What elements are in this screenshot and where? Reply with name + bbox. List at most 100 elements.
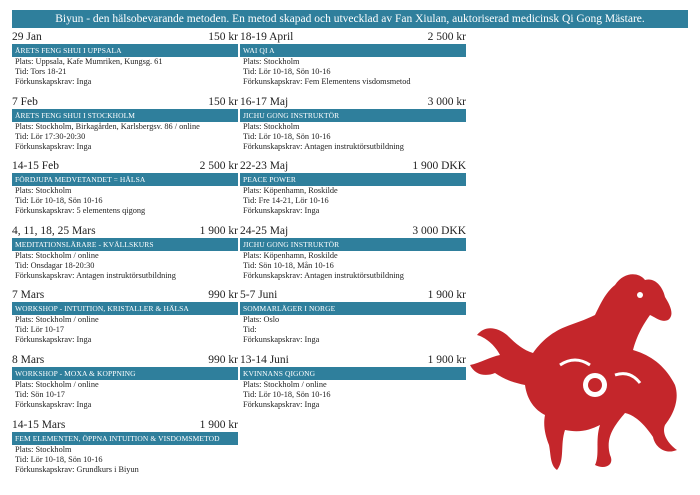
course-detail: Plats: Stockholm / online [15,315,99,325]
date-row: 4, 11, 18, 25 Mars 1 900 kr [12,224,238,238]
course-detail: Förkunskapskrav: 5 elementens qigong [15,206,146,216]
course-price: 2 500 kr [427,31,466,43]
course-title: ÅRETS FENG SHUI I STOCKHOLM [12,108,238,122]
course-card: 14-15 Feb 2 500 kr FÖRDJUPA MEDVETANDET = … [12,159,238,221]
course-detail: Plats: Stockholm / online [15,379,99,389]
course-detail: Förkunskapskrav: Grundkurs i Biyun [15,464,139,474]
course-detail: Förkunskapskrav: Inga [243,206,320,216]
course-card: 22-23 Maj 1 900 DKK PEACE POWER Plats: Köpe… [240,159,466,221]
course-price: 150 kr [208,31,238,43]
course-detail: Plats: Köpenhamn, Roskilde [243,186,338,196]
course-detail: Plats: Köpenhamn, Roskilde [243,250,338,260]
course-detail: Tid: Lör 10-18, Sön 10-16 [243,67,331,76]
course-detail: Plats: Stockholm [15,444,72,454]
course-detail: Plats: Uppsala, Kafe Mumriken, Kungsg. 6… [15,57,163,66]
course-title: JICHU GONG INSTRUKTÖR [240,237,466,251]
course-detail: Förkunskapskrav: Fem Elementens visdomsm… [243,77,411,86]
course-date: 7 Mars [12,289,45,302]
course-title: WAI QI A [240,44,466,57]
course-date: 13-14 Juni [240,353,289,366]
column: 18-19 April 2 500 kr WAI QI A Plats: Stockh… [240,30,466,418]
course-detail: Plats: Stockholm [243,121,300,131]
course-date: 24-25 Maj [240,224,289,237]
course-detail: Förkunskapskrav: Antagen instruktörsutbi… [243,270,404,280]
course-price: 1 900 kr [427,353,466,366]
course-detail: Plats: Stockholm [15,186,72,196]
course-date: 18-19 April [240,31,294,43]
course-price: 150 kr [208,95,238,108]
course-price: 3 000 DKK [412,224,466,237]
course-title: FEM ELEMENTEN, ÖPPNA INTUITION & VISDOMS… [12,431,238,445]
course-detail: Förkunskapskrav: Antagen instruktörsutbi… [15,270,176,280]
course-card: 16-17 Maj 3 000 kr JICHU GONG INSTRUKTÖR Pl… [240,95,466,157]
course-price: 1 900 kr [199,224,238,237]
banner-title: Biyun - den hälsobevarande metoden. En m… [12,10,688,28]
course-detail: Förkunskapskrav: Inga [243,335,320,345]
course-detail: Tid: Lör 17:30-20:30 [15,131,86,141]
date-row: 18-19 April 2 500 kr [240,30,466,44]
course-date: 5-7 Juni [240,289,278,302]
course-date: 7 Feb [12,95,38,108]
course-card: 7 Mars 990 kr WORKSHOP - INTUITION, KRISTA… [12,288,238,350]
course-detail: Tid: Lör 10-18, Sön 10-16 [243,389,331,399]
course-detail: Tid: Lör 10-17 [15,325,65,335]
course-detail: Förkunskapskrav: Inga [15,399,92,409]
course-title: ÅRETS FENG SHUI I UPPSALA [12,44,238,57]
course-detail: Förkunskapskrav: Inga [15,141,92,151]
course-card: 29 Jan 150 kr ÅRETS FENG SHUI I UPPSALA Pla… [12,30,238,92]
course-title: WORKSHOP - MOXA & KOPPNING [12,366,238,380]
date-row: 14-15 Feb 2 500 kr [12,159,238,173]
course-detail: Tid: Lör 10-18, Sön 10-16 [15,454,103,464]
course-title: MEDITATIONSLÄRARE - KVÄLLSKURS [12,237,238,251]
course-detail: Tid: Onsdagar 18-20:30 [15,260,95,270]
course-title: PEACE POWER [240,173,466,187]
course-card: 7 Feb 150 kr ÅRETS FENG SHUI I STOCKHOLM Pl… [12,95,238,157]
course-price: 990 kr [208,289,238,302]
course-card: 18-19 April 2 500 kr WAI QI A Plats: Stockh… [240,30,466,92]
course-detail: Tid: Tors 18-21 [15,67,67,76]
course-detail: Förkunskapskrav: Antagen instruktörsutbi… [243,141,404,151]
date-row: 13-14 Juni 1 900 kr [240,353,466,367]
date-row: 7 Mars 990 kr [12,288,238,302]
course-price: 2 500 kr [199,160,238,173]
course-price: 1 900 kr [427,289,466,302]
course-detail: Plats: Stockholm [243,57,300,66]
course-price: 990 kr [208,353,238,366]
course-date: 14-15 Mars [12,418,66,431]
course-detail: Tid: Lör 10-18, Sön 10-16 [15,196,103,206]
course-detail: Förkunskapskrav: Inga [243,399,320,409]
course-detail: Tid: Fre 14-21, Lör 10-16 [243,196,329,206]
course-price: 1 900 kr [199,418,238,431]
date-row: 24-25 Maj 3 000 DKK [240,224,466,238]
date-row: 5-7 Juni 1 900 kr [240,288,466,302]
course-detail: Tid: Lör 10-18, Sön 10-16 [243,131,331,141]
course-card: 24-25 Maj 3 000 DKK JICHU GONG INSTRUKTÖR P… [240,224,466,286]
course-detail: Tid: [243,325,257,335]
course-price: 1 900 DKK [412,160,466,173]
course-title: JICHU GONG INSTRUKTÖR [240,108,466,122]
date-row: 8 Mars 990 kr [12,353,238,367]
course-card: 13-14 Juni 1 900 kr KVINNANS QIGONG Plats: … [240,353,466,415]
date-row: 22-23 Maj 1 900 DKK [240,159,466,173]
course-date: 14-15 Feb [12,160,59,173]
date-row: 16-17 Maj 3 000 kr [240,95,466,109]
course-detail: Plats: Oslo [243,315,280,325]
course-detail: Plats: Stockholm / online [15,250,99,260]
course-detail: Tid: Sön 10-18, Mån 10-16 [243,260,334,270]
date-row: 14-15 Mars 1 900 kr [12,418,238,432]
course-detail: Plats: Stockholm / online [243,379,327,389]
course-detail: Tid: Sön 10-17 [15,389,65,399]
course-detail: Plats: Stockholm, Birkagården, Karlsberg… [15,121,200,131]
horse-illustration [470,274,677,470]
date-row: 7 Feb 150 kr [12,95,238,109]
course-title: SOMMARLÄGER I NORGE [240,302,466,316]
course-title: KVINNANS QIGONG [240,366,466,380]
course-detail: Förkunskapskrav: Inga [15,77,92,86]
course-date: 29 Jan [12,31,42,43]
date-row: 29 Jan 150 kr [12,30,238,44]
course-card: 14-15 Mars 1 900 kr FEM ELEMENTEN, ÖPPNA I… [12,418,238,480]
column: 29 Jan 150 kr ÅRETS FENG SHUI I UPPSALA Pla… [12,30,238,482]
course-date: 22-23 Maj [240,160,289,173]
course-card: 5-7 Juni 1 900 kr SOMMARLÄGER I NORGE Plats… [240,288,466,350]
